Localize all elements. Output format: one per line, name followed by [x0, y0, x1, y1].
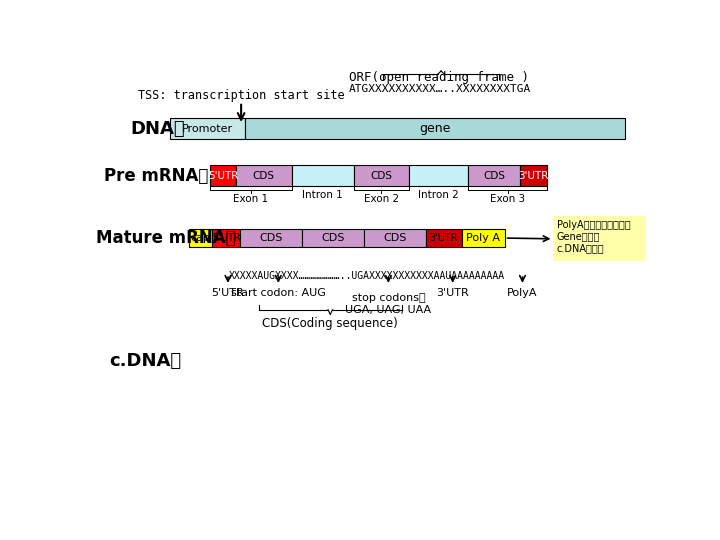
FancyBboxPatch shape	[426, 229, 462, 247]
Text: Pre mRNA：: Pre mRNA：	[104, 167, 208, 185]
Text: Exon 2: Exon 2	[364, 194, 399, 204]
Text: CDS: CDS	[253, 171, 274, 181]
Text: CDS(Coding sequence): CDS(Coding sequence)	[262, 316, 398, 329]
Text: Exon 3: Exon 3	[490, 194, 526, 204]
Text: CDS: CDS	[259, 233, 282, 243]
Text: 3'UTR: 3'UTR	[518, 171, 549, 181]
FancyBboxPatch shape	[462, 229, 505, 247]
Text: start codon: AUG: start codon: AUG	[231, 288, 325, 298]
Text: CDS: CDS	[321, 233, 344, 243]
Text: 3'UTR: 3'UTR	[436, 288, 469, 298]
FancyBboxPatch shape	[354, 165, 409, 186]
FancyBboxPatch shape	[212, 229, 240, 247]
FancyBboxPatch shape	[409, 165, 468, 186]
Text: Mature mRNA：: Mature mRNA：	[96, 229, 236, 247]
Text: CDS: CDS	[383, 233, 406, 243]
FancyBboxPatch shape	[210, 165, 235, 186]
Text: 5'UTR: 5'UTR	[208, 171, 238, 181]
Text: Promoter: Promoter	[182, 124, 233, 134]
FancyBboxPatch shape	[292, 165, 354, 186]
Text: TSS: transcription start site: TSS: transcription start site	[138, 90, 344, 103]
FancyBboxPatch shape	[245, 118, 625, 139]
Text: Intron 1: Intron 1	[302, 190, 343, 200]
Text: c.DNA：: c.DNA：	[109, 352, 181, 370]
Text: PolyA: PolyA	[507, 288, 538, 298]
Text: CDS: CDS	[483, 171, 505, 181]
Text: Poly A: Poly A	[467, 233, 500, 243]
Text: ATGXXXXXXXXXX…..XXXXXXXXTGA: ATGXXXXXXXXXX…..XXXXXXXXTGA	[349, 84, 531, 94]
FancyBboxPatch shape	[235, 165, 292, 186]
FancyBboxPatch shape	[364, 229, 426, 247]
Text: PolyA是后来加上去的。
Gene里没有
c.DNA中有。: PolyA是后来加上去的。 Gene里没有 c.DNA中有。	[557, 220, 630, 253]
FancyBboxPatch shape	[189, 229, 212, 247]
Text: XXXXXAUGXXXX…………………..UGAXXXXXXXXXXXAAUAAAAAAAAA: XXXXXAUGXXXX…………………..UGAXXXXXXXXXXXAAUAA…	[230, 271, 505, 281]
Text: gene: gene	[419, 122, 451, 135]
Text: 5'UTR: 5'UTR	[212, 288, 244, 298]
FancyBboxPatch shape	[520, 165, 547, 186]
Text: 3'UTR: 3'UTR	[430, 233, 458, 243]
Text: Exon 1: Exon 1	[233, 194, 269, 204]
FancyBboxPatch shape	[554, 217, 645, 261]
FancyBboxPatch shape	[302, 229, 364, 247]
FancyBboxPatch shape	[468, 165, 520, 186]
Text: 5'UTR: 5'UTR	[212, 233, 240, 243]
FancyBboxPatch shape	[240, 229, 302, 247]
FancyBboxPatch shape	[170, 118, 245, 139]
Text: CDS: CDS	[370, 171, 392, 181]
Text: Intron 2: Intron 2	[418, 190, 459, 200]
Text: cap: cap	[191, 233, 211, 243]
Text: stop codons：
UGA, UAG, UAA: stop codons： UGA, UAG, UAA	[346, 294, 431, 315]
Text: DNA：: DNA：	[130, 120, 185, 138]
Text: ORF(open reading frame ): ORF(open reading frame )	[348, 71, 528, 84]
